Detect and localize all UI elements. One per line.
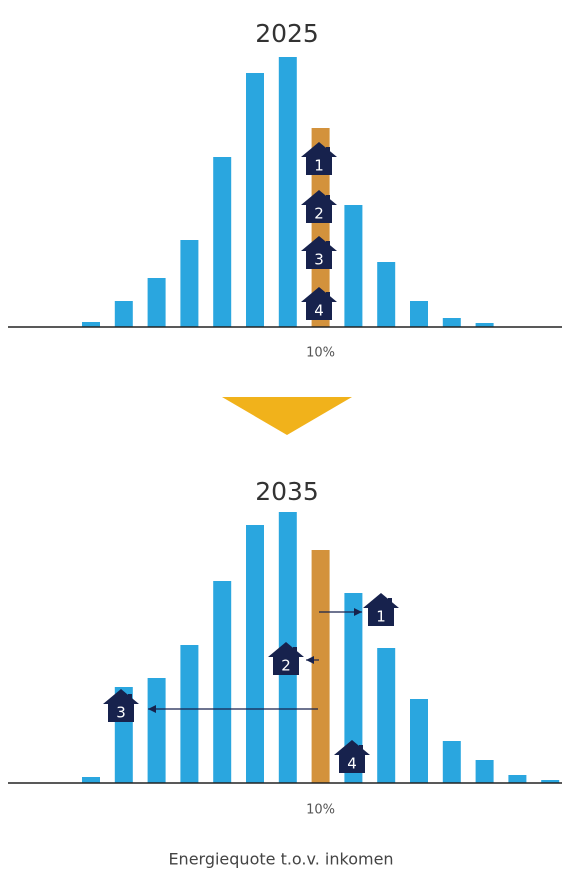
x-tick-label: 10% <box>306 346 335 361</box>
bar <box>213 581 232 783</box>
arrow-head <box>306 656 314 664</box>
arrow-head <box>354 608 362 616</box>
bar <box>311 128 330 327</box>
house-icon <box>301 142 337 175</box>
bar <box>442 318 461 327</box>
chart-title: 2035 <box>255 477 319 506</box>
house-number: 1 <box>314 157 324 175</box>
house-number: 3 <box>116 704 126 722</box>
bar <box>541 780 560 783</box>
house-icon <box>268 642 304 675</box>
bar <box>344 205 363 327</box>
bar <box>475 760 494 783</box>
bar <box>180 645 199 783</box>
bar <box>82 322 100 327</box>
bar <box>377 262 396 327</box>
chart-title: 2025 <box>255 19 319 48</box>
bar <box>475 323 494 327</box>
house-icon <box>334 740 370 773</box>
bar <box>246 73 264 327</box>
bar <box>246 525 264 783</box>
bar <box>442 741 461 783</box>
bar <box>410 301 428 327</box>
bar <box>377 648 396 783</box>
bar <box>82 777 100 783</box>
bar <box>147 278 166 327</box>
house-number: 2 <box>281 657 291 675</box>
house-icon <box>301 287 337 320</box>
down-arrow <box>222 397 352 435</box>
house-number: 1 <box>376 608 386 626</box>
house-number: 4 <box>314 302 324 320</box>
bar <box>311 550 330 783</box>
bar <box>114 301 133 327</box>
x-axis-label: Energiequote t.o.v. inkomen <box>168 850 393 869</box>
house-number: 4 <box>347 755 357 773</box>
house-icon <box>363 593 399 626</box>
arrow-head <box>148 705 156 713</box>
house-number: 2 <box>314 205 324 223</box>
bar <box>180 240 199 327</box>
house-number: 3 <box>314 251 324 269</box>
house-icon <box>301 190 337 223</box>
house-icon <box>301 236 337 269</box>
bar <box>410 699 428 783</box>
bar <box>147 678 166 783</box>
bar <box>213 157 232 327</box>
bar <box>508 775 527 783</box>
bar <box>278 57 297 327</box>
x-tick-label: 10% <box>306 803 335 818</box>
bar <box>344 593 363 783</box>
house-icon <box>103 689 139 722</box>
